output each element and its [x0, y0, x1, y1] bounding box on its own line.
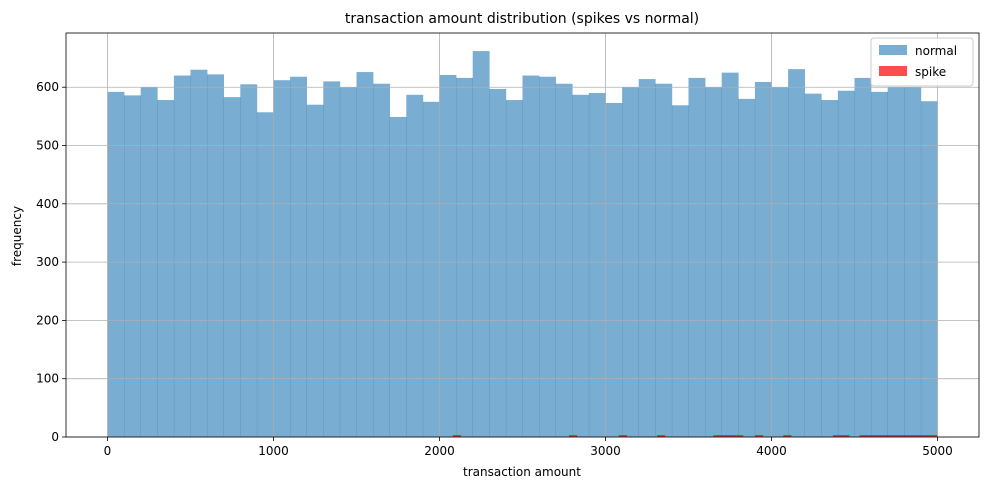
normal-bar — [854, 77, 872, 437]
x-tick-label: 2000 — [424, 444, 455, 458]
spike-bar — [618, 435, 628, 437]
y-tick-label: 600 — [36, 80, 59, 94]
normal-bar — [456, 77, 473, 437]
normal-bar — [522, 75, 540, 437]
normal-bar — [655, 83, 673, 437]
normal-bar — [306, 104, 324, 437]
normal-bar — [472, 51, 490, 438]
normal-bar — [588, 93, 606, 437]
normal-bar — [439, 74, 457, 437]
normal-bar — [389, 116, 407, 437]
spike-bar — [832, 435, 850, 437]
chart-title: transaction amount distribution (spikes … — [345, 11, 699, 27]
legend-label-spike: spike — [915, 65, 946, 79]
normal-bar — [173, 75, 191, 437]
spike-bar — [656, 435, 666, 437]
normal-bar — [373, 83, 390, 437]
y-tick-label: 100 — [36, 372, 59, 386]
spike-bar — [783, 435, 792, 437]
x-tick-label: 5000 — [922, 444, 953, 458]
y-tick-label: 0 — [51, 430, 59, 444]
normal-bar — [240, 84, 258, 438]
normal-bar — [605, 102, 623, 437]
normal-bar — [273, 80, 291, 438]
y-tick-label: 200 — [36, 313, 59, 327]
plot-area: 0 1000 2000 3000 4000 5000 0 100 200 300 400 500 600 — [36, 32, 980, 458]
spike-bar — [568, 435, 578, 437]
normal-bar — [256, 112, 274, 437]
normal-bar — [124, 95, 141, 438]
axes-frame — [65, 32, 980, 438]
normal-bar — [920, 101, 938, 437]
x-tick-label: 3000 — [590, 444, 621, 458]
normal-bar — [555, 83, 573, 437]
y-tick-label: 300 — [36, 255, 59, 269]
normal-bar — [754, 81, 772, 437]
spike-bar — [452, 435, 462, 437]
normal-bar — [323, 81, 341, 438]
normal-bar — [539, 76, 556, 437]
spike-bar — [754, 435, 764, 437]
x-tick-label: 1000 — [258, 444, 289, 458]
normal-bar — [738, 98, 756, 437]
y-axis-label: frequency — [10, 206, 24, 266]
normal-bar — [223, 97, 241, 437]
legend-swatch-normal — [879, 45, 907, 55]
x-tick-label: 4000 — [756, 444, 787, 458]
x-tick-label: 0 — [104, 444, 112, 458]
normal-bar — [505, 100, 523, 438]
legend-swatch-spike — [879, 66, 907, 76]
normal-bar — [406, 94, 424, 437]
spike-bar — [859, 435, 938, 437]
normal-bar — [804, 93, 822, 437]
normal-bar — [190, 69, 208, 438]
normal-bar — [207, 74, 224, 437]
normal-bar — [871, 91, 888, 437]
normal-bar — [572, 94, 590, 437]
normal-bar — [422, 101, 440, 437]
normal-bar — [788, 69, 805, 438]
x-axis-label: transaction amount — [463, 465, 581, 479]
normal-bar — [157, 100, 175, 438]
legend: normal spike — [870, 37, 974, 87]
spike-bar — [713, 435, 744, 437]
normal-bar — [489, 88, 507, 438]
normal-bar — [290, 76, 307, 437]
normal-bar — [356, 72, 374, 437]
normal-bar — [638, 79, 656, 437]
y-tick-label: 400 — [36, 197, 59, 211]
normal-bar — [821, 100, 839, 438]
normal-bar — [671, 105, 689, 437]
normal-bar — [688, 77, 706, 437]
legend-label-normal: normal — [915, 44, 957, 58]
y-tick-label: 500 — [36, 139, 59, 153]
normal-bar — [837, 90, 855, 437]
normal-bar — [107, 91, 125, 437]
normal-bar — [721, 72, 739, 437]
